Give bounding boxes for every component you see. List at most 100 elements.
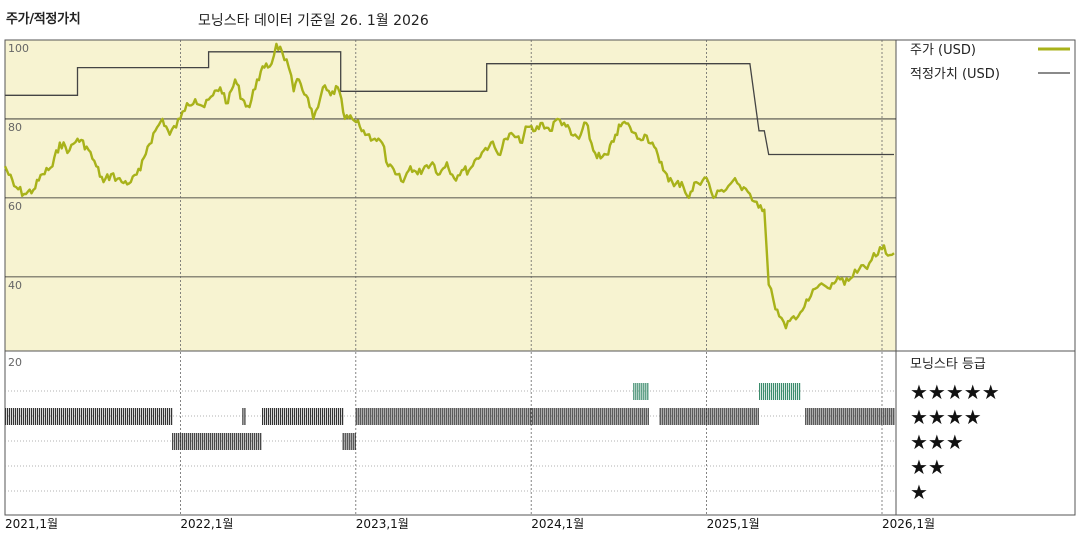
rating-tick bbox=[31, 408, 33, 425]
rating-tick bbox=[833, 408, 835, 425]
rating-tick bbox=[561, 408, 563, 425]
rating-segment-4-stars bbox=[262, 408, 344, 425]
rating-tick bbox=[51, 408, 53, 425]
rating-tick bbox=[555, 408, 557, 425]
rating-tick bbox=[813, 408, 815, 425]
rating-tick bbox=[194, 433, 196, 450]
rating-tick bbox=[579, 408, 581, 425]
rating-tick bbox=[135, 408, 137, 425]
rating-tick bbox=[475, 408, 477, 425]
rating-tick bbox=[867, 408, 869, 425]
rating-tick bbox=[553, 408, 555, 425]
rating-tick bbox=[377, 408, 379, 425]
rating-tick bbox=[111, 408, 113, 425]
rating-tick bbox=[316, 408, 318, 425]
rating-tick bbox=[79, 408, 81, 425]
rating-tick bbox=[260, 433, 262, 450]
rating-tick bbox=[887, 408, 889, 425]
rating-tick bbox=[633, 383, 635, 400]
rating-tick bbox=[379, 408, 381, 425]
rating-tick bbox=[529, 408, 531, 425]
rating-tick bbox=[821, 408, 823, 425]
rating-tick bbox=[264, 408, 266, 425]
rating-tick bbox=[369, 408, 371, 425]
rating-tick bbox=[749, 408, 751, 425]
rating-tick bbox=[793, 383, 795, 400]
rating-tick bbox=[861, 408, 863, 425]
rating-tick bbox=[254, 433, 256, 450]
rating-tick bbox=[491, 408, 493, 425]
rating-tick bbox=[172, 433, 174, 450]
rating-tick bbox=[763, 383, 765, 400]
rating-segment-4-stars bbox=[659, 408, 759, 425]
rating-tick bbox=[647, 383, 649, 400]
rating-tick bbox=[877, 408, 879, 425]
rating-tick bbox=[781, 383, 783, 400]
rating-tick bbox=[633, 408, 635, 425]
rating-tick bbox=[431, 408, 433, 425]
rating-tick bbox=[290, 408, 292, 425]
rating-tick bbox=[697, 408, 699, 425]
rating-tick bbox=[567, 408, 569, 425]
rating-tick bbox=[186, 433, 188, 450]
rating-tick bbox=[759, 383, 761, 400]
x-tick-label: 2023,1월 bbox=[356, 517, 409, 531]
rating-tick bbox=[63, 408, 65, 425]
rating-tick bbox=[701, 408, 703, 425]
rating-tick bbox=[212, 433, 214, 450]
rating-tick bbox=[83, 408, 85, 425]
rating-tick bbox=[841, 408, 843, 425]
rating-tick bbox=[75, 408, 77, 425]
rating-tick bbox=[565, 408, 567, 425]
rating-tick bbox=[397, 408, 399, 425]
rating-tick bbox=[609, 408, 611, 425]
rating-tick bbox=[71, 408, 73, 425]
rating-tick bbox=[188, 433, 190, 450]
rating-tick bbox=[228, 433, 230, 450]
rating-tick bbox=[133, 408, 135, 425]
rating-tick bbox=[871, 408, 873, 425]
rating-tick bbox=[200, 433, 202, 450]
rating-tick bbox=[673, 408, 675, 425]
rating-tick bbox=[365, 408, 367, 425]
rating-tick bbox=[771, 383, 773, 400]
rating-tick bbox=[171, 408, 173, 425]
rating-tick bbox=[643, 383, 645, 400]
rating-tick bbox=[571, 408, 573, 425]
rating-tick bbox=[292, 408, 294, 425]
rating-tick bbox=[621, 408, 623, 425]
rating-tick bbox=[519, 408, 521, 425]
rating-tick bbox=[507, 408, 509, 425]
rating-tick bbox=[151, 408, 153, 425]
rating-tick bbox=[451, 408, 453, 425]
rating-tick bbox=[885, 408, 887, 425]
rating-tick bbox=[509, 408, 511, 425]
rating-tick bbox=[155, 408, 157, 425]
rating-tick bbox=[581, 408, 583, 425]
y-tick-label: 80 bbox=[8, 121, 22, 134]
rating-tick bbox=[55, 408, 57, 425]
rating-tick bbox=[373, 408, 375, 425]
rating-tick bbox=[791, 383, 793, 400]
rating-tick bbox=[471, 408, 473, 425]
rating-tick bbox=[202, 433, 204, 450]
y-tick-label: 60 bbox=[8, 200, 22, 213]
rating-tick bbox=[523, 408, 525, 425]
rating-tick bbox=[361, 408, 363, 425]
rating-tick bbox=[411, 408, 413, 425]
rating-tick bbox=[413, 408, 415, 425]
rating-tick bbox=[296, 408, 298, 425]
rating-tick bbox=[13, 408, 15, 425]
rating-tick bbox=[97, 408, 99, 425]
rating-tick bbox=[302, 408, 304, 425]
rating-tick bbox=[795, 383, 797, 400]
rating-tick bbox=[671, 408, 673, 425]
rating-tick bbox=[282, 408, 284, 425]
rating-tick bbox=[294, 408, 296, 425]
rating-tick bbox=[77, 408, 79, 425]
rating-tick bbox=[465, 408, 467, 425]
rating-tick bbox=[599, 408, 601, 425]
rating-tick bbox=[863, 408, 865, 425]
rating-tick bbox=[326, 408, 328, 425]
rating-tick bbox=[250, 433, 252, 450]
